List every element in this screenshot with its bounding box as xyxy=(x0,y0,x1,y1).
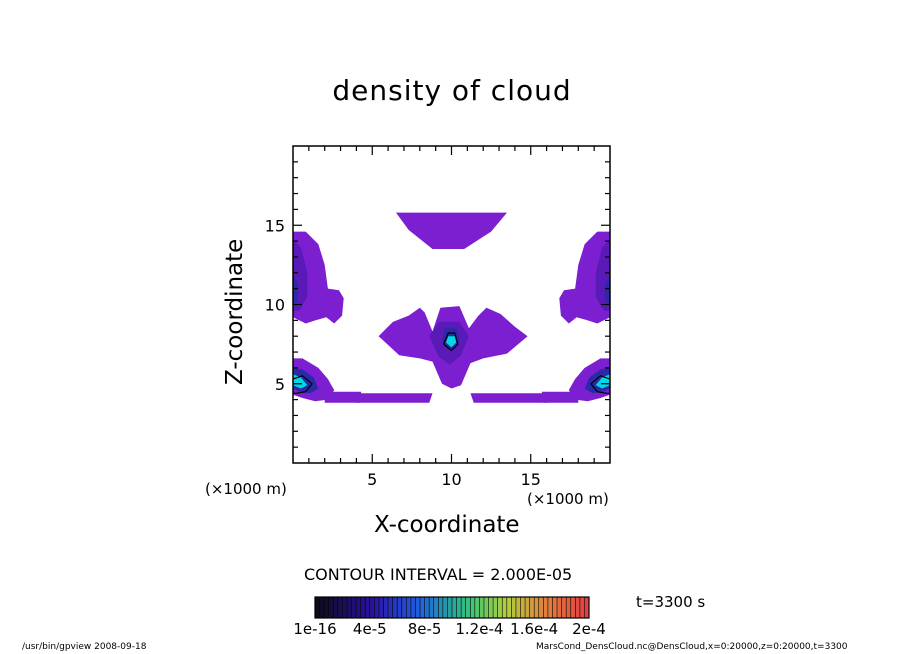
colorbar-cell xyxy=(506,597,512,618)
time-label: t=3300 s xyxy=(636,593,706,611)
colorbar-cell xyxy=(502,597,507,618)
contour-left xyxy=(293,375,313,394)
right-column-core xyxy=(605,276,610,305)
colorbar-cell xyxy=(328,597,334,618)
x-tick-label: 10 xyxy=(441,470,461,489)
x-tick-label: 15 xyxy=(521,470,541,489)
colorbar-cell xyxy=(319,597,325,618)
colorbar-cell xyxy=(447,597,452,618)
colorbar-cell xyxy=(456,597,462,618)
colorbar-cell xyxy=(525,597,530,618)
colorbar-cell xyxy=(415,597,421,618)
colorbar-cell xyxy=(333,597,338,618)
x-tick-label: 5 xyxy=(367,470,377,489)
colorbar-tick-label: 8e-5 xyxy=(408,620,442,638)
colorbar-cell xyxy=(543,597,548,618)
colorbar-cell xyxy=(337,597,343,618)
x-unit-label-right: (×1000 m) xyxy=(527,490,609,508)
colorbar-cell xyxy=(410,597,416,618)
colorbar-cell xyxy=(483,597,489,618)
colorbar-cell xyxy=(552,597,558,618)
chart-title: density of cloud xyxy=(332,74,572,107)
colorbar-cell xyxy=(406,597,411,618)
footer-data-source: MarsCond_DensCloud.nc@DensCloud,x=0:2000… xyxy=(536,642,848,652)
colorbar-cell xyxy=(452,597,457,618)
right-column-cloud xyxy=(559,231,610,324)
colorbar-cell xyxy=(378,597,384,618)
colorbar-cell xyxy=(397,597,402,618)
left-column-cloud xyxy=(293,231,344,324)
colorbar-cell xyxy=(401,597,407,618)
colorbar-cell xyxy=(324,597,329,618)
colorbar-cell xyxy=(465,597,471,618)
colorbar-cell xyxy=(515,597,521,618)
colorbar-cell xyxy=(547,597,553,618)
contour-interval-label: CONTOUR INTERVAL = 2.000E-05 xyxy=(304,565,573,584)
colorbar-cell xyxy=(575,597,580,618)
colorbar-tick-label: 1e-16 xyxy=(293,620,336,638)
colorbar-cell xyxy=(369,597,375,618)
colorbar-cell xyxy=(356,597,361,618)
low-streak-4 xyxy=(541,391,579,403)
colorbar-tick-label: 2e-4 xyxy=(572,620,606,638)
y-axis-label: Z-coordinate xyxy=(222,238,248,385)
y-tick-label: 15 xyxy=(265,216,285,235)
colorbar-cell xyxy=(365,597,370,618)
colorbar-cell xyxy=(520,597,526,618)
colorbar-cell xyxy=(438,597,443,618)
colorbar-cell xyxy=(570,597,576,618)
colorbar-cell xyxy=(479,597,484,618)
colorbar-cell xyxy=(529,597,535,618)
colorbar-cell xyxy=(420,597,425,618)
colorbar-cell xyxy=(461,597,466,618)
colorbar-frame xyxy=(314,596,590,619)
colorbar-cell xyxy=(538,597,544,618)
colorbar-tick-label: 4e-5 xyxy=(353,620,387,638)
colorbar-cell xyxy=(315,597,320,618)
central-plume-peak xyxy=(446,336,457,348)
y-tick-label: 10 xyxy=(265,296,285,315)
y-tick-label: 5 xyxy=(275,375,285,394)
cloud-density-field xyxy=(293,212,610,403)
colorbar-cell xyxy=(511,597,516,618)
colorbar-cell xyxy=(388,597,393,618)
colorbar-cell xyxy=(360,597,366,618)
colorbar-cell xyxy=(433,597,439,618)
colorbar-tick-label: 1.6e-4 xyxy=(510,620,558,638)
colorbar-cell xyxy=(497,597,503,618)
colorbar-cell xyxy=(470,597,475,618)
axis-ticks: 5 10 15 5 10 15 xyxy=(265,146,610,489)
colorbar-cell xyxy=(392,597,398,618)
colorbar-cell xyxy=(488,597,494,618)
contour-right xyxy=(590,375,610,394)
x-axis-label: X-coordinate xyxy=(374,512,520,538)
colorbar-cell xyxy=(561,597,567,618)
colorbar-cell xyxy=(493,597,498,618)
colorbar-cell xyxy=(557,597,562,618)
colorbar-cell xyxy=(342,597,347,618)
colorbar-cell xyxy=(429,597,434,618)
x-unit-label-left: (×1000 m) xyxy=(205,480,287,498)
low-streak-3 xyxy=(470,393,547,403)
colorbar-cell xyxy=(346,597,352,618)
colorbar-tick-label: 1.2e-4 xyxy=(455,620,503,638)
colorbar: 1e-16 4e-5 8e-5 1.2e-4 1.6e-4 2e-4 xyxy=(293,596,606,638)
contour-center xyxy=(443,332,459,352)
low-streak-2 xyxy=(356,393,433,403)
colorbar-cell xyxy=(579,597,585,618)
colorbar-cell xyxy=(374,597,379,618)
low-streak-1 xyxy=(324,391,362,403)
left-column-core xyxy=(293,276,298,305)
colorbar-cell xyxy=(584,597,589,618)
colorbar-cell xyxy=(383,597,389,618)
footer-program-date: /usr/bin/gpview 2008-09-18 xyxy=(22,642,147,652)
colorbar-cell xyxy=(566,597,571,618)
upper-cloud-layer xyxy=(396,212,507,249)
colorbar-cell xyxy=(474,597,480,618)
colorbar-cell xyxy=(534,597,539,618)
colorbar-cell xyxy=(351,597,357,618)
colorbar-cell xyxy=(442,597,448,618)
colorbar-cell xyxy=(424,597,430,618)
